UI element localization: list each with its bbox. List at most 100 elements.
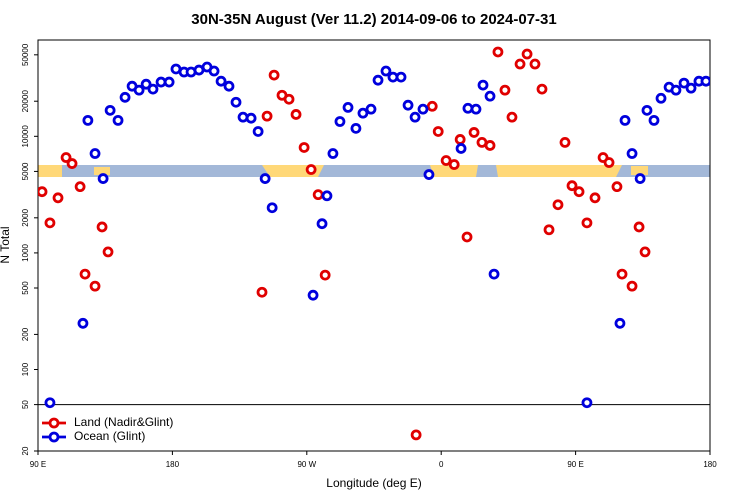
point [266, 202, 278, 214]
point [633, 221, 645, 233]
point [410, 429, 422, 441]
point [147, 83, 159, 95]
y-tick-label: 1000 [21, 243, 30, 261]
point [470, 103, 482, 115]
point [670, 84, 682, 96]
point [499, 84, 511, 96]
point [402, 99, 414, 111]
point [163, 76, 175, 88]
land-band [38, 165, 62, 177]
legend-marker [48, 417, 60, 429]
point [312, 189, 324, 201]
point [223, 80, 235, 92]
y-tick-label: 100 [21, 362, 30, 376]
point [543, 224, 555, 236]
point [357, 107, 369, 119]
point [655, 92, 667, 104]
y-tick-label: 500 [21, 281, 30, 295]
point [448, 159, 460, 170]
point [488, 268, 500, 280]
x-tick-label: 90 W [297, 460, 316, 469]
point [614, 317, 626, 329]
point [566, 180, 578, 192]
point [97, 173, 109, 184]
point [484, 140, 496, 151]
x-tick-label: 90 E [30, 460, 46, 469]
point [52, 192, 64, 204]
y-tick-label: 20000 [21, 90, 30, 113]
point [678, 77, 690, 89]
point [634, 173, 646, 184]
point [603, 157, 615, 168]
point [589, 192, 601, 204]
y-tick-label: 200 [21, 327, 30, 341]
point [573, 186, 585, 198]
point [484, 90, 496, 102]
land-band [496, 165, 622, 177]
land-band [430, 165, 478, 177]
point [89, 148, 101, 159]
point [334, 116, 346, 127]
point [477, 79, 489, 91]
point [417, 103, 429, 115]
y-tick-label: 50 [21, 400, 30, 409]
point [432, 126, 444, 137]
point [619, 114, 631, 126]
point [290, 109, 302, 120]
point [611, 181, 623, 193]
point [423, 169, 435, 180]
point [380, 65, 392, 77]
point [440, 155, 452, 166]
point [252, 126, 264, 137]
point [639, 246, 651, 258]
point [559, 136, 571, 148]
legend: Land (Nadir&Glint)Ocean (Glint) [42, 415, 173, 443]
point [268, 69, 280, 81]
point [307, 289, 319, 301]
x-tick-label: 180 [703, 460, 717, 469]
x-tick-label: 0 [439, 460, 444, 469]
point [60, 152, 72, 163]
point [350, 122, 362, 134]
point [79, 268, 91, 280]
point [552, 199, 564, 211]
point [426, 100, 438, 112]
point [44, 397, 56, 409]
point [319, 269, 331, 281]
point [461, 231, 473, 243]
x-axis-label: Longitude (deg E) [326, 476, 421, 490]
land-band [94, 167, 110, 175]
point [104, 104, 116, 116]
point [454, 134, 466, 145]
y-tick-label: 50000 [21, 43, 30, 66]
point [215, 75, 227, 87]
point [230, 96, 242, 108]
point [641, 104, 653, 116]
point [305, 164, 317, 175]
y-tick-label: 5000 [21, 162, 30, 180]
point [372, 74, 384, 86]
y-tick-label: 20 [21, 446, 30, 455]
point [327, 148, 339, 159]
point [66, 158, 78, 169]
point [119, 91, 131, 103]
point [298, 142, 310, 153]
point [38, 186, 48, 198]
y-axis-label: N Total [0, 226, 12, 263]
point [316, 218, 328, 230]
point [102, 246, 114, 258]
y-tick-label: 2000 [21, 208, 30, 226]
point [365, 103, 377, 115]
point [112, 114, 124, 126]
plot-frame [37, 39, 711, 452]
legend-label: Land (Nadir&Glint) [74, 415, 173, 429]
point [261, 110, 273, 122]
point [82, 114, 94, 126]
point [685, 82, 697, 94]
point [409, 111, 421, 123]
x-tick-label: 90 E [567, 460, 583, 469]
point [648, 114, 660, 126]
point [506, 111, 518, 123]
points [38, 46, 710, 441]
